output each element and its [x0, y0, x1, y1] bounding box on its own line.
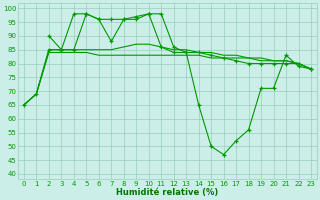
X-axis label: Humidité relative (%): Humidité relative (%) — [116, 188, 219, 197]
